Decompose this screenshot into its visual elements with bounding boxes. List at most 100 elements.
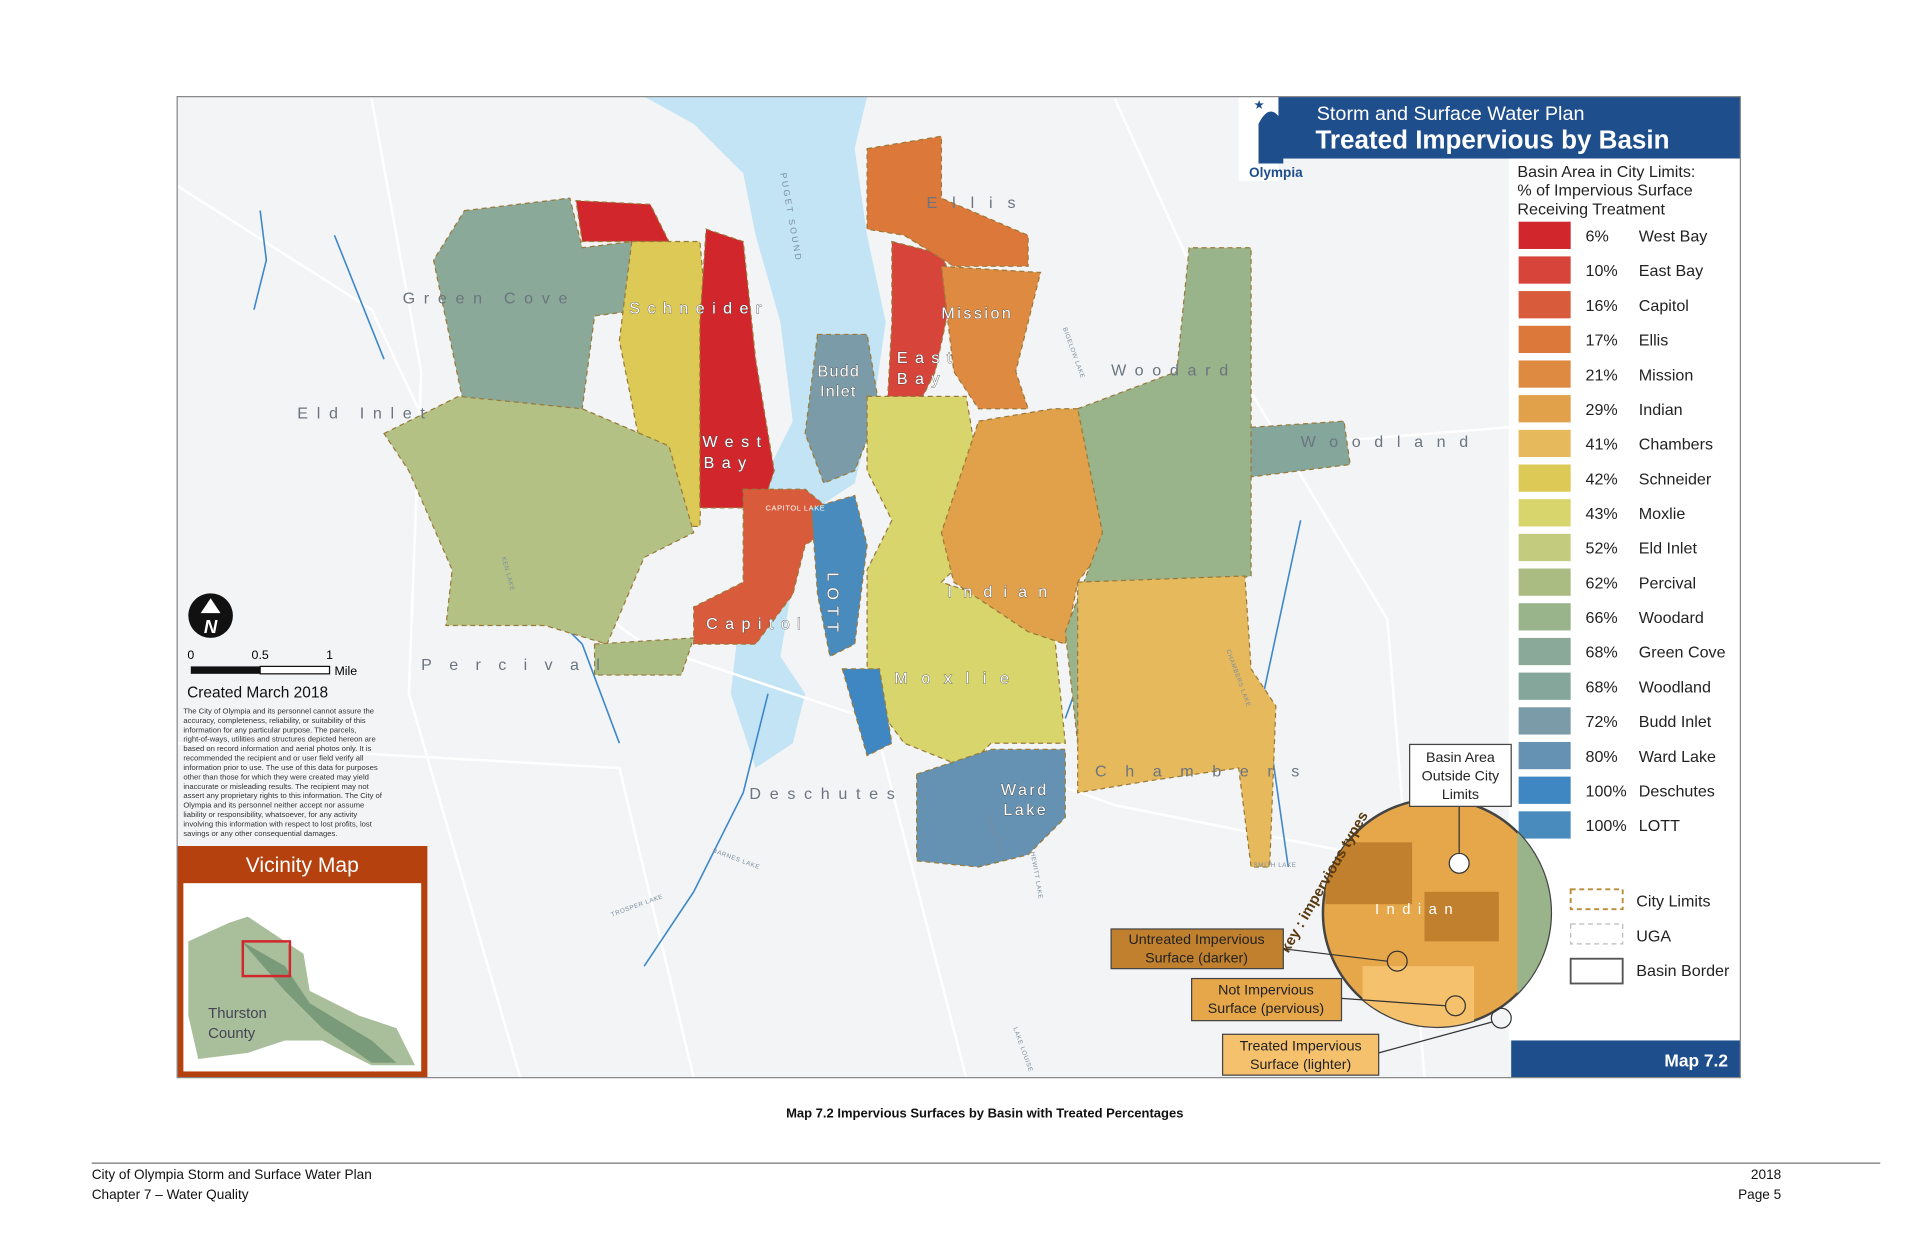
callout-text: Basin Area xyxy=(1426,750,1495,766)
legend-percent: 43% xyxy=(1586,505,1618,523)
disclaimer-line: inaccurate or misleading results. The re… xyxy=(183,782,369,791)
basin-label: Schneider xyxy=(629,299,768,317)
legend-swatch xyxy=(1518,429,1571,458)
legend-swatch xyxy=(1518,464,1571,492)
legend-swatch xyxy=(1518,533,1571,562)
callout-text: Untreated Impervious xyxy=(1129,932,1265,948)
callout-text: Limits xyxy=(1442,787,1479,803)
north-arrow-head xyxy=(200,598,221,614)
basin-label: Ellis xyxy=(927,194,1031,212)
legend-percent: 17% xyxy=(1586,332,1618,350)
uga-symbol xyxy=(1570,923,1624,945)
legend-line-label: City Limits xyxy=(1636,893,1710,911)
legend-percent: 21% xyxy=(1586,366,1618,384)
legend-swatch xyxy=(1518,603,1571,631)
legend-percent: 72% xyxy=(1586,713,1618,731)
legend-name: Green Cove xyxy=(1639,644,1726,662)
logo-icon xyxy=(1258,111,1284,164)
disclaimer-line: information prior to use. The use of thi… xyxy=(183,763,378,772)
legend-name: Woodard xyxy=(1639,609,1704,627)
legend-percent: 100% xyxy=(1586,782,1627,800)
inset: Indian key : impervious types Basin Area… xyxy=(1110,743,1553,1076)
caption: Map 7.2 Impervious Surfaces by Basin wit… xyxy=(786,1105,1183,1120)
basins xyxy=(383,135,1351,868)
inset-basin-label: Indian xyxy=(1375,902,1460,918)
disclaimer-line: liability or responsibility, whatsoever,… xyxy=(183,810,357,819)
line-legend: City Limits UGA Basin Border xyxy=(1569,888,1730,985)
legend-name: West Bay xyxy=(1639,228,1709,246)
legend-swatch xyxy=(1518,707,1571,735)
legend-percent: 10% xyxy=(1586,262,1618,280)
scale-label: 0 xyxy=(187,648,194,662)
legend-percent: 62% xyxy=(1586,574,1618,592)
legend-percent: 6% xyxy=(1586,228,1609,246)
legend-name: Moxlie xyxy=(1639,505,1686,523)
basin-label: Eld Inlet xyxy=(297,405,433,423)
legend-name: Schneider xyxy=(1639,470,1712,488)
legend-swatch xyxy=(1518,221,1571,249)
north-label: N xyxy=(204,616,218,637)
callout-box xyxy=(1191,977,1343,1022)
legend-line-label: UGA xyxy=(1636,927,1671,945)
basin-labels: Green Cove Schneider West Bay Budd Inlet… xyxy=(297,194,1468,819)
callout-text: Treated Impervious xyxy=(1240,1038,1362,1054)
created-date: Created March 2018 xyxy=(187,684,328,701)
disclaimer: The City of Olympia and its personnel ca… xyxy=(183,706,382,837)
basin-label: Mission xyxy=(941,304,1013,322)
legend-swatch xyxy=(1518,325,1571,354)
map-title: Storm and Surface Water Plan xyxy=(1317,103,1585,125)
basin-budd-inlet xyxy=(804,333,881,484)
scale-label: 1 xyxy=(326,648,333,662)
callout-box xyxy=(1110,928,1284,970)
vicinity-title: Vicinity Map xyxy=(246,854,359,877)
basin-label: Bay xyxy=(897,370,947,388)
water-label: SMITH LAKE xyxy=(1254,862,1297,869)
disclaimer-line: other than those for which they were cre… xyxy=(183,772,369,781)
legend-swatch xyxy=(1518,568,1571,596)
legend-percent: 52% xyxy=(1586,540,1618,558)
legend-name: LOTT xyxy=(1639,817,1680,835)
legend-percent: 41% xyxy=(1586,436,1618,454)
basin-chambers xyxy=(1077,575,1277,868)
legend-name: Ellis xyxy=(1639,332,1669,350)
disclaimer-line: involving this information with respect … xyxy=(183,819,372,828)
water xyxy=(644,96,886,768)
map: Green Cove Schneider West Bay Budd Inlet… xyxy=(177,96,1741,1078)
basin-schneider xyxy=(618,240,707,528)
pointer-line xyxy=(1378,1021,1493,1054)
basin-label: West xyxy=(702,433,768,451)
vicinity-label: County xyxy=(208,1026,256,1042)
legend-heading: Receiving Treatment xyxy=(1517,200,1665,218)
map-number: Map 7.2 xyxy=(1664,1050,1728,1070)
scale-label: 0.5 xyxy=(252,648,269,662)
map-subtitle: Treated Impervious by Basin xyxy=(1315,125,1669,155)
legend-name: Percival xyxy=(1639,574,1696,592)
basin-ward-lake xyxy=(916,748,1066,868)
basin-percival xyxy=(593,637,695,676)
basin-green-cove xyxy=(432,197,645,410)
basin-label: Inlet xyxy=(820,382,857,400)
logo-star: ★ xyxy=(1254,98,1265,112)
legend-swatch xyxy=(1518,637,1571,666)
basin-label: Deschutes xyxy=(749,785,903,803)
disclaimer-line: accuracy, completeness, reliability, or … xyxy=(183,716,365,725)
legend-name: Indian xyxy=(1639,401,1683,419)
legend-swatch xyxy=(1518,811,1571,839)
basin-capitol xyxy=(693,488,844,645)
legend-name: Chambers xyxy=(1639,436,1713,454)
basin-ellis xyxy=(866,135,1029,267)
basin-label: Bay xyxy=(704,454,754,472)
pointer-line xyxy=(1341,997,1446,1007)
callout-text: Surface (darker) xyxy=(1145,950,1248,966)
vicinity-county-detail xyxy=(241,941,397,1063)
basin-label: Ward xyxy=(1001,781,1049,799)
basin-label: Moxlie xyxy=(894,670,1022,688)
legend-line-label: Basin Border xyxy=(1636,962,1730,980)
legend-name: East Bay xyxy=(1639,262,1704,280)
disclaimer-line: right-of-ways, utilities and structures … xyxy=(183,735,375,744)
basin-eld-percival xyxy=(383,395,695,645)
legend-percent: 42% xyxy=(1586,470,1618,488)
scale-bar xyxy=(190,666,261,674)
